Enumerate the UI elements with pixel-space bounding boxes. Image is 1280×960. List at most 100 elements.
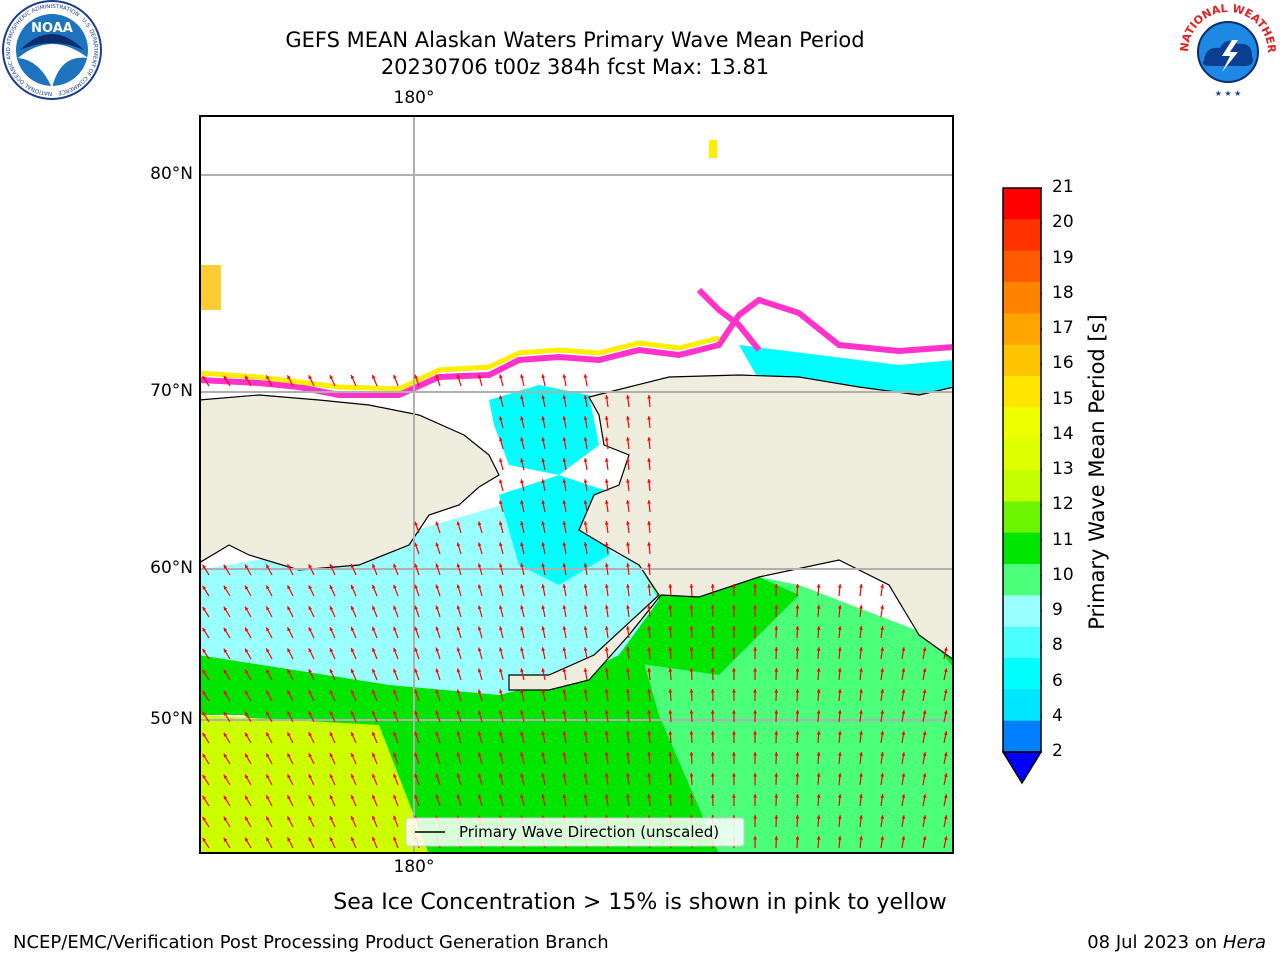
wave-arrow-head xyxy=(604,500,609,504)
wave-arrow-head xyxy=(414,647,418,652)
wave-arrow-head xyxy=(689,794,694,798)
wave-arrow-head xyxy=(245,375,249,380)
wave-arrow-head xyxy=(604,794,609,798)
wave-arrow-head xyxy=(350,627,355,631)
wave-arrow-head xyxy=(583,416,588,420)
wave-arrow-head xyxy=(499,479,503,484)
wave-arrow-head xyxy=(901,836,906,840)
wave-arrow-head xyxy=(393,605,397,610)
wave-arrow-head xyxy=(668,773,673,777)
wave-arrow-head xyxy=(732,605,736,609)
wave-arrow-head xyxy=(583,710,588,714)
wave-arrow-head xyxy=(329,816,334,821)
wave-arrow-head xyxy=(647,521,652,525)
colorbar-tick-label: 16 xyxy=(1052,353,1074,374)
wave-arrow-head xyxy=(583,563,588,567)
wave-arrow-head xyxy=(710,584,715,588)
wave-arrow-head xyxy=(456,773,461,778)
wave-arrow-head xyxy=(435,689,440,694)
wave-arrow-head xyxy=(287,606,291,611)
wave-arrow-head xyxy=(816,710,821,714)
wave-arrow-head xyxy=(753,668,757,672)
wave-arrow-head xyxy=(689,605,694,609)
wave-arrow-head xyxy=(732,794,736,798)
chart-subtitle: 20230706 t00z 384h fcst Max: 13.81 xyxy=(380,55,770,79)
gridlines xyxy=(199,115,954,854)
wave-arrow-head xyxy=(710,773,715,777)
colorbar-label: Primary Wave Mean Period [s] xyxy=(1085,314,1109,630)
wave-arrow-head xyxy=(499,521,503,526)
wave-arrow-head xyxy=(520,773,524,778)
wave-arrow-head xyxy=(477,773,482,778)
wave-arrow-head xyxy=(435,731,440,736)
wave-arrow-head xyxy=(414,584,418,589)
wave-arrow-head xyxy=(562,668,567,672)
wave-arrow-head xyxy=(668,689,673,693)
wave-arrow-head xyxy=(774,731,779,735)
wave-arrow-head xyxy=(774,710,779,714)
wave-arrow-head xyxy=(816,689,821,693)
wave-arrow-head xyxy=(499,374,503,379)
wave-arrow-head xyxy=(795,773,800,777)
noaa-logo-text: NOAA xyxy=(31,21,73,36)
wave-arrow-head xyxy=(266,816,270,821)
colorbar-tick-label: 19 xyxy=(1052,247,1074,268)
wave-arrow-head xyxy=(308,837,312,842)
wave-arrow-head xyxy=(753,731,757,735)
wave-arrow-head xyxy=(372,626,376,631)
colorbar-swatch xyxy=(1003,689,1041,722)
wave-arrow-head xyxy=(901,731,906,735)
wave-arrow-head xyxy=(647,500,652,504)
wave-arrow-head xyxy=(266,795,270,800)
wave-arrow-head xyxy=(350,816,355,820)
wave-arrow-head xyxy=(689,773,694,777)
wave-arrow-head xyxy=(456,626,461,631)
wave-arrow-head xyxy=(668,710,673,714)
wave-arrow-head xyxy=(774,815,779,819)
wave-arrow-head xyxy=(647,626,652,630)
wave-arrow-head xyxy=(541,542,546,547)
wave-arrow-head xyxy=(414,626,418,631)
wave-arrow-head xyxy=(435,794,440,799)
wave-arrow-head xyxy=(604,626,609,630)
wave-arrow-head xyxy=(520,710,524,715)
wave-arrow-head xyxy=(393,752,397,757)
wave-arrow-head xyxy=(583,605,588,609)
wave-arrow-head xyxy=(372,374,376,379)
wave-arrow-head xyxy=(414,542,418,547)
wave-arrow-head xyxy=(372,710,376,715)
wave-arrow-head xyxy=(520,479,524,484)
wave-arrow-head xyxy=(880,584,885,588)
wave-arrow-head xyxy=(541,626,546,631)
wave-arrow-head xyxy=(604,542,609,546)
wave-arrow-head xyxy=(647,437,652,441)
wave-arrow-head xyxy=(393,626,397,631)
wave-arrow-head xyxy=(520,458,524,463)
wave-arrow-head xyxy=(287,795,291,800)
wave-arrow-head xyxy=(202,375,207,380)
wave-arrow-head xyxy=(880,752,885,756)
wave-arrow-head xyxy=(329,375,334,380)
wave-arrow-head xyxy=(689,626,694,630)
wave-arrow-head xyxy=(414,563,418,568)
wave-arrow-head xyxy=(689,710,694,714)
wave-arrow-head xyxy=(562,689,567,693)
wave-arrow-head xyxy=(477,731,482,736)
wave-arrow-head xyxy=(202,732,207,737)
wave-arrow-head xyxy=(753,794,757,798)
wave-arrow-head xyxy=(435,710,440,715)
wave-arrow-head xyxy=(372,584,376,589)
wave-arrow-head xyxy=(520,605,524,610)
wave-arrow-head xyxy=(499,668,503,673)
wave-arrow-head xyxy=(626,416,630,420)
wave-arrow-head xyxy=(499,647,503,652)
colorbar-swatch xyxy=(1003,658,1041,690)
wave-arrow-head xyxy=(245,837,249,842)
wave-arrow-head xyxy=(245,816,249,821)
wave-arrow-head xyxy=(541,374,546,379)
wave-arrow-head xyxy=(710,605,715,609)
wave-arrow-head xyxy=(753,710,757,714)
wave-arrow-head xyxy=(541,752,546,757)
wave-arrow-head xyxy=(859,584,863,588)
sea-ice-edge xyxy=(199,296,954,398)
